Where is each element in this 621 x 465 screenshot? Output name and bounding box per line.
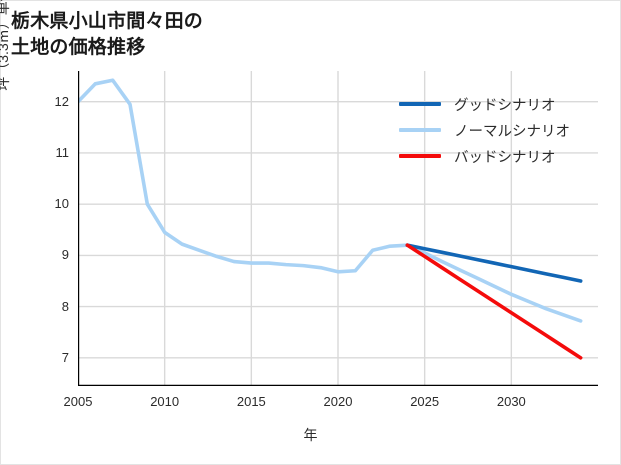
x-tick-label: 2030 [496,394,526,409]
series-line [78,78,583,323]
x-tick-label: 2010 [150,394,180,409]
series-layer [78,78,583,360]
y-axis-label: 坪（3.3㎡）単価（万円） [0,0,11,91]
legend-item[interactable]: バッドシナリオ [399,143,614,169]
legend-color-swatch [399,154,441,158]
legend-color-swatch [399,128,441,132]
y-tick-label: 8 [61,298,69,314]
legend-item[interactable]: グッドシナリオ [399,91,614,117]
plot-area [78,71,598,386]
chart-svg [78,71,598,386]
x-tick-label: 2005 [63,394,93,409]
x-tick-label: 2015 [236,394,266,409]
legend-color-swatch [399,102,441,106]
x-tick-label: 2025 [410,394,440,409]
y-tick-label: 9 [61,247,69,263]
y-tick-label: 12 [54,93,69,109]
y-tick-label: 11 [55,144,70,160]
gridlines [78,71,598,386]
legend-label: バッドシナリオ [454,149,556,166]
legend-label: ノーマルシナリオ [454,123,570,140]
series-line [405,243,583,360]
series-line [405,243,583,283]
y-tick-label: 10 [54,196,69,212]
chart-legend: グッドシナリオ ノーマルシナリオ バッドシナリオ [399,91,614,169]
page-title: 栃木県小山市間々田の 土地の価格推移 [11,11,204,59]
legend-label: グッドシナリオ [454,97,556,114]
x-axis-label: 年 [303,427,318,443]
x-tick-label: 2020 [323,394,353,409]
y-tick-label: 7 [61,349,69,365]
legend-item[interactable]: ノーマルシナリオ [399,117,614,143]
